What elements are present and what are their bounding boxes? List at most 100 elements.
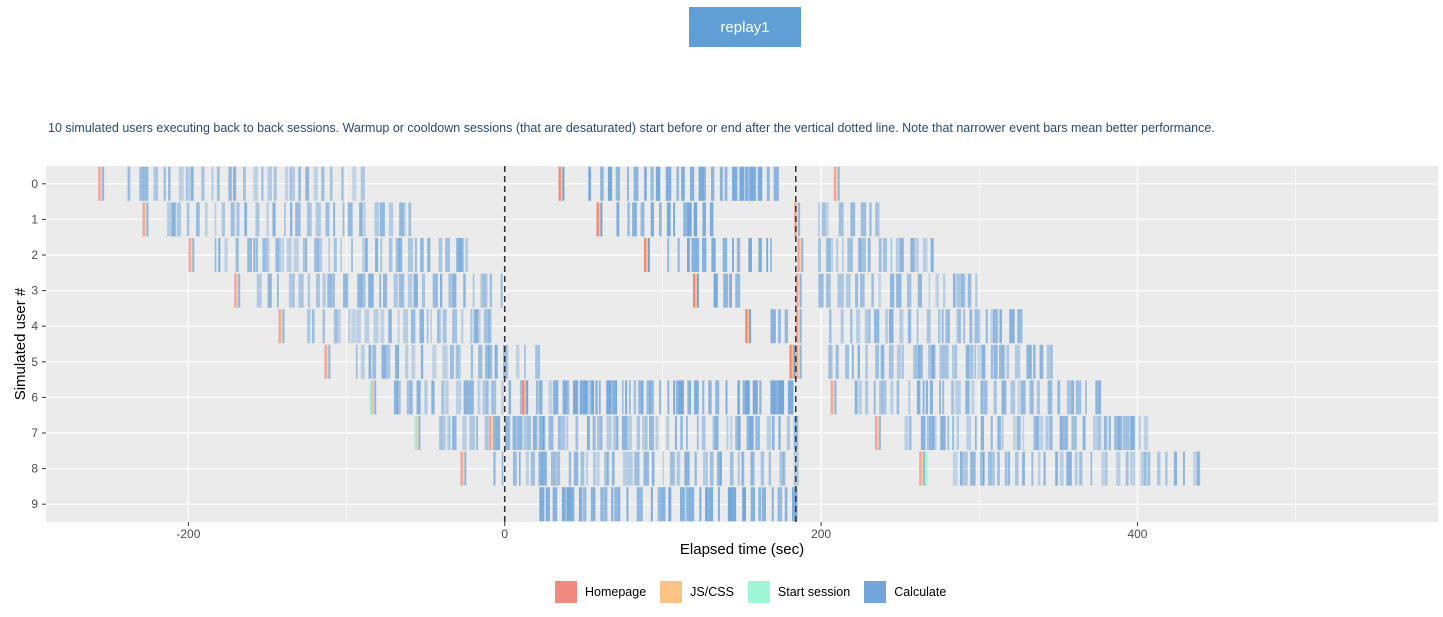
calculate-event-bar bbox=[710, 166, 715, 201]
calculate-event-bar bbox=[485, 380, 490, 415]
calculate-event-bar bbox=[778, 380, 785, 415]
calculate-event-bar bbox=[864, 309, 870, 344]
calculate-event-bar bbox=[699, 487, 702, 522]
calculate-event-bar bbox=[190, 166, 194, 201]
calculate-event-bar bbox=[900, 238, 904, 272]
calculate-event-bar bbox=[650, 202, 654, 237]
jscss-event-bar bbox=[416, 416, 419, 450]
calculate-event-bar bbox=[794, 487, 797, 522]
calculate-event-bar bbox=[1010, 380, 1016, 415]
calculate-event-bar bbox=[355, 344, 358, 379]
calculate-event-bar bbox=[766, 238, 769, 272]
calculate-event-bar bbox=[562, 166, 565, 201]
calculate-event-bar bbox=[727, 487, 733, 522]
calculate-event-bar bbox=[333, 309, 338, 344]
calculate-event-bar bbox=[542, 416, 546, 450]
calculate-event-bar bbox=[598, 380, 601, 415]
calculate-event-bar bbox=[321, 166, 325, 201]
calculate-event-bar bbox=[965, 344, 969, 379]
calculate-event-bar bbox=[896, 273, 902, 308]
jscss-event-bar bbox=[598, 202, 601, 237]
calculate-event-bar bbox=[314, 238, 320, 272]
calculate-event-bar bbox=[561, 416, 566, 450]
calculate-event-bar bbox=[981, 344, 986, 379]
calculate-event-bar bbox=[766, 166, 770, 201]
calculate-event-bar bbox=[766, 416, 771, 450]
tab-replay1[interactable]: replay1 bbox=[689, 7, 801, 47]
calculate-event-bar bbox=[643, 451, 649, 486]
calculate-event-bar bbox=[368, 273, 374, 308]
calculate-event-bar bbox=[925, 380, 929, 415]
calculate-event-bar bbox=[636, 416, 640, 450]
homepage-event-bar bbox=[795, 344, 799, 379]
calculate-event-bar bbox=[364, 309, 370, 344]
calculate-event-bar bbox=[477, 380, 481, 415]
calculate-event-bar bbox=[432, 273, 438, 308]
calculate-event-bar bbox=[1004, 451, 1008, 486]
start-session-event-bar bbox=[369, 380, 372, 415]
calculate-event-bar bbox=[397, 309, 400, 344]
calculate-event-bar bbox=[614, 487, 620, 522]
calculate-event-bar bbox=[712, 416, 717, 450]
calculate-event-bar bbox=[941, 309, 944, 344]
calculate-event-bar bbox=[929, 380, 933, 415]
calculate-event-bar bbox=[942, 380, 945, 415]
calculate-event-bar bbox=[469, 416, 475, 450]
calculate-event-bar bbox=[1193, 451, 1199, 486]
calculate-event-bar bbox=[530, 451, 535, 486]
calculate-event-bar bbox=[975, 273, 978, 308]
calculate-event-bar bbox=[666, 202, 671, 237]
calculate-event-bar bbox=[476, 416, 479, 450]
calculate-event-bar bbox=[398, 238, 403, 272]
calculate-event-bar bbox=[655, 166, 661, 201]
calculate-event-bar bbox=[351, 238, 353, 272]
calculate-event-bar bbox=[375, 238, 379, 272]
calculate-event-bar bbox=[754, 166, 757, 201]
calculate-event-bar bbox=[563, 380, 568, 415]
calculate-event-bar bbox=[524, 344, 526, 379]
calculate-event-bar bbox=[715, 380, 720, 415]
calculate-event-bar bbox=[439, 309, 442, 344]
calculate-event-bar bbox=[513, 416, 518, 450]
calculate-event-bar bbox=[875, 344, 879, 379]
calculate-event-bar bbox=[1108, 416, 1111, 450]
calculate-event-bar bbox=[850, 309, 853, 344]
calculate-event-bar bbox=[634, 451, 640, 486]
calculate-event-bar bbox=[1082, 416, 1086, 450]
calculate-event-bar bbox=[860, 273, 865, 308]
calculate-event-bar bbox=[1148, 451, 1151, 486]
calculate-event-bar bbox=[538, 451, 544, 486]
legend-item-jscss: JS/CSS bbox=[660, 581, 734, 603]
homepage-event-bar bbox=[795, 309, 799, 344]
calculate-event-bar bbox=[171, 202, 176, 237]
calculate-event-bar bbox=[878, 238, 882, 272]
calculate-event-bar bbox=[1009, 309, 1015, 344]
calculate-event-bar bbox=[726, 416, 729, 450]
calculate-event-bar bbox=[464, 451, 467, 486]
calculate-event-bar bbox=[552, 487, 558, 522]
calculate-event-bar bbox=[956, 309, 961, 344]
calculate-event-bar bbox=[761, 487, 767, 522]
legend-swatch-jscss bbox=[660, 581, 683, 603]
calculate-event-bar bbox=[1057, 380, 1061, 415]
calculate-event-bar bbox=[1059, 416, 1064, 450]
calculate-event-bar bbox=[418, 416, 421, 450]
calculate-event-bar bbox=[420, 344, 424, 379]
calculate-event-bar bbox=[566, 487, 572, 522]
calculate-event-bar bbox=[657, 487, 663, 522]
calculate-event-bar bbox=[1038, 416, 1044, 450]
calculate-event-bar bbox=[928, 344, 934, 379]
calculate-event-bar bbox=[437, 309, 440, 344]
calculate-event-bar bbox=[460, 309, 464, 344]
calculate-event-bar bbox=[702, 238, 707, 272]
calculate-event-bar bbox=[770, 238, 772, 272]
calculate-event-bar bbox=[266, 202, 269, 237]
calculate-event-bar bbox=[659, 380, 662, 415]
jscss-event-bar bbox=[646, 238, 648, 272]
calculate-event-bar bbox=[970, 451, 976, 486]
calculate-event-bar bbox=[463, 273, 466, 308]
calculate-event-bar bbox=[855, 273, 859, 308]
calculate-event-bar bbox=[593, 451, 596, 486]
calculate-event-bar bbox=[875, 202, 880, 237]
